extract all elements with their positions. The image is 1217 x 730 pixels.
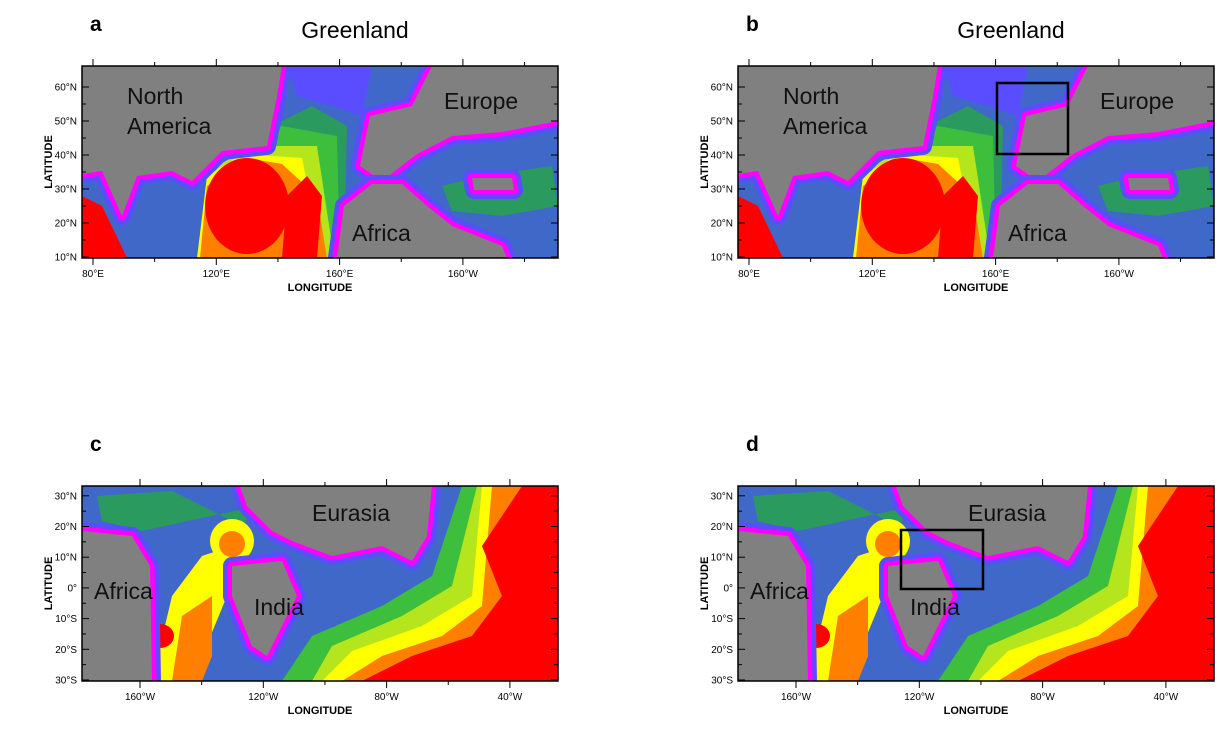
y-tick-label: 0° (67, 583, 77, 594)
y-tick-label: 20°N (55, 522, 77, 533)
y-tick-label: 20°N (711, 522, 733, 533)
x-tick-label: 160°W (125, 692, 156, 703)
land (738, 531, 808, 681)
y-axis-label: LATITUDE (43, 557, 55, 611)
y-tick-label: 20°S (55, 645, 77, 656)
y-tick-label: 50°N (711, 117, 733, 128)
y-tick-label: 10°N (55, 553, 77, 564)
panel: 30°S 20°S 10°S 0° 10°N 20°N 30°N 160°W 120°W 80°W… (699, 433, 1214, 717)
y-tick-label: 10°S (55, 614, 77, 625)
region-label: Europe (1100, 86, 1217, 116)
region-label: Africa (352, 218, 472, 248)
land (82, 531, 152, 681)
region-label: Eurasia (312, 498, 452, 528)
field-band (205, 158, 289, 254)
x-tick-label: 160°W (781, 692, 812, 703)
y-tick-label: 30°N (55, 491, 77, 502)
y-tick-label: 60°N (55, 83, 77, 94)
x-tick-label: 80°W (1030, 692, 1055, 703)
region-label: Africa (1008, 218, 1128, 248)
panel: 10°N 20°N 30°N 40°N 50°N 60°N 80°E 120°E 160°E 16… (43, 13, 558, 294)
y-tick-label: 30°S (711, 676, 733, 687)
x-axis-label: LONGITUDE (944, 705, 1009, 717)
y-tick-label: 10°N (711, 553, 733, 564)
x-tick-label: 120°E (203, 269, 231, 280)
y-tick-label: 20°N (711, 219, 733, 230)
y-tick-label: 0° (723, 583, 733, 594)
x-tick-label: 120°W (248, 692, 279, 703)
x-axis-label: LONGITUDE (288, 282, 353, 294)
x-tick-label: 160°W (448, 269, 479, 280)
x-tick-label: 40°W (1154, 692, 1179, 703)
y-axis-label: LATITUDE (699, 557, 711, 611)
region-label: Eurasia (968, 498, 1108, 528)
panel-title: Greenland (957, 17, 1064, 43)
x-tick-label: 120°E (859, 269, 887, 280)
panel: 10°N 20°N 30°N 40°N 50°N 60°N 80°E 120°E 160°E 16… (699, 13, 1214, 294)
panel-letter: d (746, 433, 759, 456)
panel-letter: b (746, 13, 759, 36)
region-label: Europe (444, 86, 584, 116)
x-tick-label: 80°E (82, 269, 104, 280)
y-tick-label: 10°N (711, 253, 733, 264)
panel-letter: c (90, 433, 102, 456)
x-tick-label: 80°W (374, 692, 399, 703)
field-band (875, 531, 901, 557)
y-tick-label: 30°S (55, 676, 77, 687)
y-tick-label: 40°N (55, 151, 77, 162)
y-axis-label: LATITUDE (43, 135, 55, 189)
x-axis-label: LONGITUDE (288, 705, 353, 717)
panel: 30°S 20°S 10°S 0° 10°N 20°N 30°N 160°W 120°W 80°W… (43, 433, 558, 717)
x-axis-label: LONGITUDE (944, 282, 1009, 294)
y-axis-label: LATITUDE (699, 135, 711, 189)
figure: 10°N 20°N 30°N 40°N 50°N 60°N 80°E 120°E 160°E 16… (0, 0, 1217, 730)
y-tick-label: 40°N (711, 151, 733, 162)
y-tick-label: 30°N (55, 185, 77, 196)
x-tick-label: 80°E (738, 269, 760, 280)
region-label: India (910, 592, 1030, 622)
x-tick-label: 40°W (498, 692, 523, 703)
x-tick-label: 160°E (982, 269, 1010, 280)
region-label: Africa (94, 576, 214, 606)
y-tick-label: 50°N (55, 117, 77, 128)
field-band (219, 531, 245, 557)
region-label: Africa (750, 576, 870, 606)
y-tick-label: 20°N (55, 219, 77, 230)
y-tick-label: 10°S (711, 614, 733, 625)
x-tick-label: 160°W (1104, 269, 1135, 280)
region-label: North America (783, 81, 903, 141)
y-tick-label: 60°N (711, 83, 733, 94)
panel-title: Greenland (301, 17, 408, 43)
y-tick-label: 20°S (711, 645, 733, 656)
y-tick-label: 30°N (711, 491, 733, 502)
y-tick-label: 10°N (55, 253, 77, 264)
y-tick-label: 30°N (711, 185, 733, 196)
field-band (861, 158, 945, 254)
panel-letter: a (90, 13, 102, 36)
x-tick-label: 120°W (904, 692, 935, 703)
x-tick-label: 160°E (326, 269, 354, 280)
region-label: North America (127, 81, 247, 141)
land (1128, 178, 1170, 190)
land (472, 178, 514, 190)
region-label: India (254, 592, 374, 622)
